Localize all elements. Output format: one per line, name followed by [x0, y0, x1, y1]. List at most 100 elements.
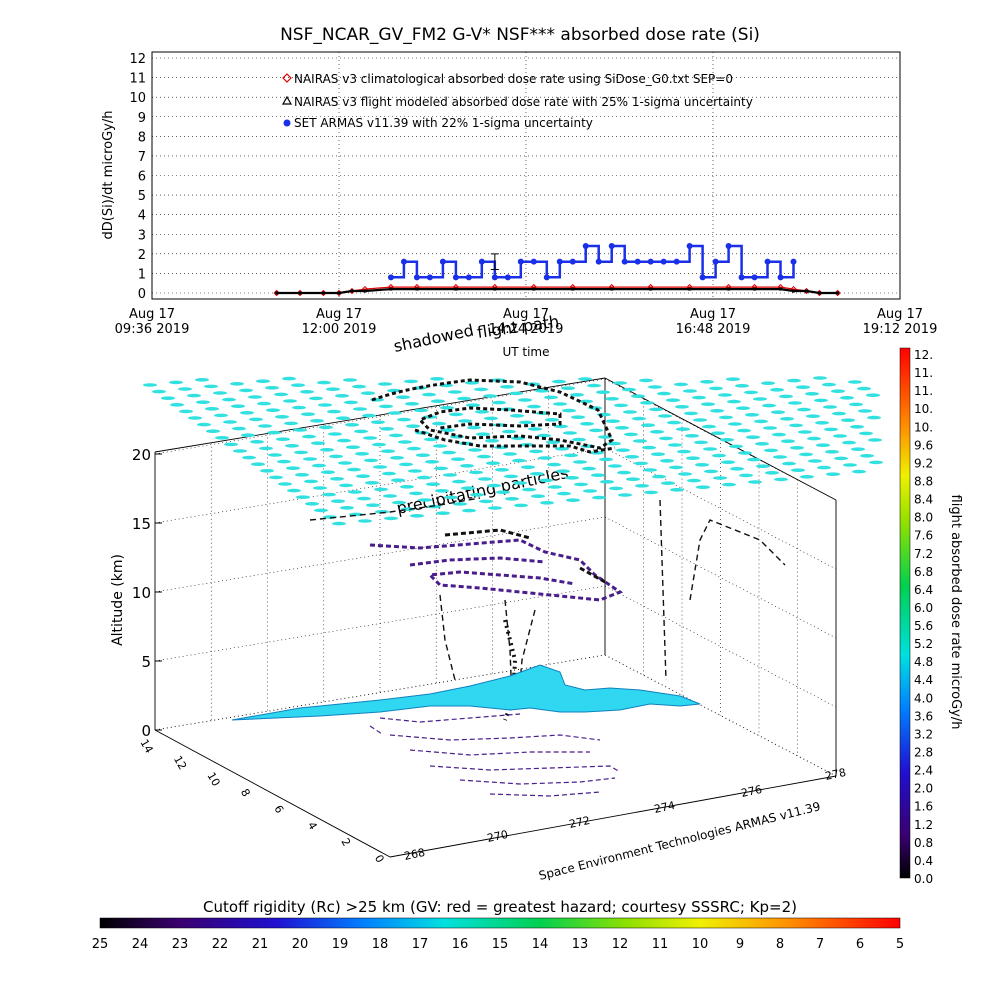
rigidity-cell: [737, 428, 751, 433]
bottom-colorbar-tick: 19: [332, 937, 349, 952]
wall-gridline: [154, 447, 606, 524]
rigidity-cell: [492, 400, 506, 405]
rigidity-cell: [468, 448, 482, 452]
rigidity-cell: [512, 458, 526, 463]
rigidity-cell: [458, 419, 472, 423]
circle-marker-icon: [283, 119, 291, 127]
rigidity-cell: [704, 469, 718, 474]
rigidity-cell: [257, 401, 271, 406]
rigidity-cell: [362, 413, 376, 418]
rigidity-cell: [545, 418, 559, 422]
lat-tick-label: 12: [171, 754, 189, 773]
rigidity-cell: [392, 500, 406, 505]
data-point: [439, 258, 446, 265]
rigidity-cell: [232, 426, 246, 431]
rigidity-cell: [320, 448, 334, 452]
rigidity-cell: [340, 506, 354, 510]
rigidity-cell: [364, 458, 378, 463]
rigidity-cell: [694, 440, 708, 445]
rigidity-cell: [405, 402, 419, 406]
rigidity-cell: [668, 443, 682, 447]
data-point: [556, 258, 563, 265]
lat-tick-label: 14: [137, 737, 155, 756]
cutoff-rigidity-grid: [143, 376, 883, 526]
rigidity-cell: [425, 460, 439, 464]
rigidity-cell: [519, 420, 533, 425]
rigidity-cell: [258, 424, 272, 428]
rigidity-cell: [817, 465, 831, 470]
rigidity-cell: [371, 420, 385, 425]
lat-tick-label: 10: [204, 770, 222, 789]
rigidity-cell: [748, 480, 762, 484]
rigidity-cell: [833, 434, 847, 438]
rigidity-cell: [685, 434, 699, 438]
rigidity-cell: [808, 459, 822, 463]
rigidity-cell: [431, 399, 445, 404]
rigidity-cell: [631, 394, 645, 399]
data-point: [725, 243, 732, 249]
rigidity-cell: [390, 456, 404, 460]
rigidity-cell: [544, 395, 558, 400]
data-point: [699, 274, 706, 281]
rigidity-cell: [727, 399, 741, 404]
rigidity-cell: [284, 421, 298, 426]
rigidity-cell: [485, 439, 499, 443]
x-tick-time: 09:36 2019: [115, 322, 190, 337]
legend-item-nairas-climatological: NAIRAS v3 climatological absorbed dose r…: [282, 72, 733, 86]
data-point: [634, 258, 641, 265]
rigidity-cell: [713, 476, 727, 480]
triangle-marker-icon: [281, 95, 293, 105]
rigidity-cell: [852, 469, 866, 474]
data-point: [413, 274, 420, 281]
rigidity-cell: [546, 440, 560, 445]
rigidity-cell: [796, 385, 810, 390]
rigidity-cell: [266, 408, 280, 413]
rigidity-cell: [384, 516, 398, 521]
rigidity-cell: [303, 457, 317, 461]
rigidity-cell: [504, 474, 518, 479]
rigidity-cell: [548, 485, 562, 489]
rigidity-cell: [304, 479, 318, 484]
error-bar: [490, 253, 499, 270]
rigidity-cell: [866, 393, 880, 398]
x-tick-time: 19:12 2019: [863, 322, 938, 337]
rigidity-cell: [779, 394, 793, 399]
shadow-track-path-3: [409, 749, 590, 756]
lat-tick-label: 6: [271, 803, 286, 816]
shadow-track-path-5: [459, 777, 616, 785]
rigidity-cell: [187, 393, 201, 398]
rigidity-cell: [466, 403, 480, 408]
data-point: [543, 274, 550, 281]
rigidity-cell: [591, 473, 605, 478]
rigidity-cell: [860, 454, 874, 458]
rigidity-cell: [600, 480, 614, 484]
x-tick-date: Aug 17: [503, 307, 549, 322]
rigidity-cell: [374, 487, 388, 492]
rigidity-cell: [179, 409, 193, 414]
rigidity-cell: [606, 419, 620, 424]
rigidity-cell: [677, 449, 691, 454]
rigidity-cell: [170, 403, 184, 407]
rigidity-cell: [561, 386, 575, 391]
y-tick-label: 12: [129, 52, 146, 67]
rigidity-cell: [479, 499, 493, 504]
rigidity-cell: [483, 394, 497, 398]
rigidity-cell: [248, 395, 262, 399]
rigidity-cell: [530, 472, 544, 476]
data-point: [688, 287, 692, 291]
shadow-track-path-1: [379, 713, 521, 723]
rigidity-cell: [152, 389, 166, 394]
rigidity-cell: [436, 511, 450, 515]
rigidity-cell: [453, 502, 467, 506]
rigidity-cell: [858, 409, 872, 413]
bottom-colorbar-tick: 21: [252, 937, 269, 952]
lat-tick-label: 0: [372, 853, 387, 866]
rigidity-cell: [651, 452, 665, 457]
bottom-colorbar-tick: 12: [612, 937, 629, 952]
rigidity-cell: [251, 462, 265, 467]
rigidity-cell: [500, 385, 514, 389]
rigidity-cell: [327, 409, 341, 414]
right-colorbar-tick: 8.0: [914, 511, 933, 525]
rigidity-cell: [547, 462, 561, 467]
rigidity-cell: [726, 377, 740, 382]
